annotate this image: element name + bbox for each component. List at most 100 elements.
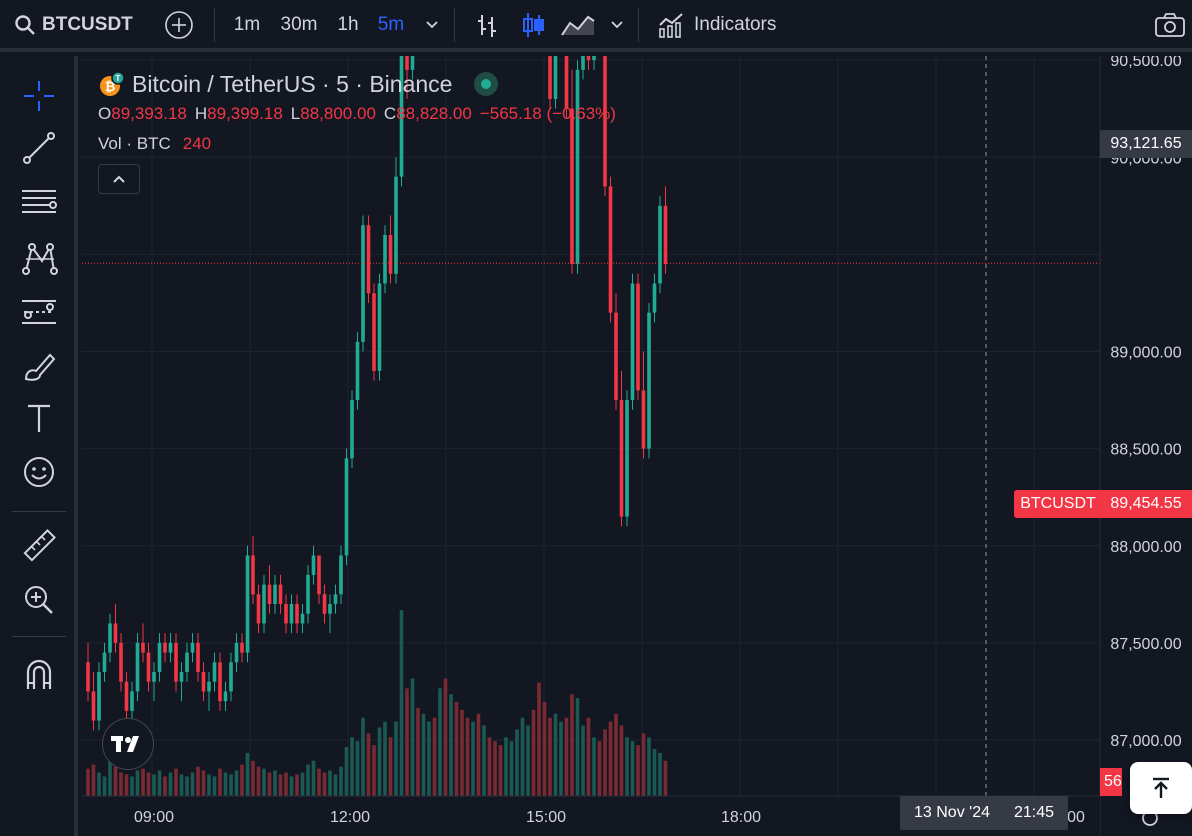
volume-bar — [251, 760, 255, 796]
volume-bar — [240, 764, 244, 796]
candle-body — [141, 642, 145, 653]
area-chart-type-button[interactable] — [558, 0, 598, 50]
camera-icon — [1155, 13, 1185, 37]
emoji-tool[interactable] — [14, 450, 64, 494]
candle-body — [625, 400, 629, 517]
candle-body — [652, 283, 657, 313]
toolbar-divider — [638, 8, 639, 42]
candle-body — [86, 662, 90, 692]
candle-body — [119, 642, 123, 682]
toolbar-divider — [454, 8, 455, 42]
candle-body — [300, 613, 305, 624]
candle-body — [663, 205, 668, 265]
candle-body — [564, 56, 569, 109]
interval-1m[interactable]: 1m — [233, 14, 261, 35]
forecast-icon — [22, 300, 56, 324]
candle-body — [190, 642, 195, 653]
time-tick-label: 09:00 — [134, 809, 174, 826]
candle-body — [339, 555, 343, 595]
candle-body — [614, 312, 618, 401]
price-tick-label: 89,000.00 — [1110, 345, 1181, 362]
volume-bar — [405, 688, 409, 796]
market-status-icon[interactable] — [474, 72, 499, 96]
candles-chart-type-button[interactable] — [516, 0, 550, 50]
volume-bar — [86, 768, 90, 796]
candle-body — [317, 555, 321, 595]
volume-bar — [592, 737, 596, 796]
volume-bar — [317, 768, 321, 796]
volume-bar — [234, 770, 239, 796]
measure-tool[interactable] — [14, 524, 64, 568]
interval-30m[interactable]: 30m — [280, 14, 318, 35]
candlestick-chart[interactable]: 94,000.0093,500.0092,500.0092,000.0091,5… — [82, 56, 1192, 836]
screenshot-button[interactable] — [1152, 0, 1188, 50]
price-tick-label: 90,500.00 — [1110, 56, 1181, 70]
collapse-legend-button[interactable] — [98, 164, 140, 194]
drawing-toolbar — [0, 56, 78, 836]
symbol-price-tag: BTCUSDT — [1014, 490, 1102, 518]
candle-body — [97, 672, 101, 721]
candle-body — [130, 691, 134, 711]
candle-body — [388, 234, 393, 274]
chart-type-dropdown[interactable] — [606, 0, 628, 50]
text-tool[interactable] — [14, 396, 64, 440]
bar-chart-type-button[interactable] — [470, 0, 504, 50]
zoom-tool[interactable] — [14, 578, 64, 622]
magnet-tool[interactable] — [14, 652, 64, 696]
volume-bar — [614, 713, 618, 796]
interval-1h[interactable]: 1h — [337, 14, 359, 35]
candle-body — [251, 555, 255, 595]
candle-body — [207, 681, 211, 692]
volume-bar — [229, 774, 233, 796]
toolbar-divider — [214, 8, 215, 42]
chart-pane[interactable]: 94,000.0093,500.0092,500.0092,000.0091,5… — [82, 56, 1192, 836]
indicators-button[interactable]: Indicators — [656, 0, 796, 50]
crosshair-tool[interactable] — [14, 74, 64, 118]
volume-bar — [141, 768, 145, 796]
candle-body — [212, 662, 217, 682]
brush-tool[interactable] — [14, 344, 64, 388]
volume-bar — [267, 772, 272, 796]
candle-body — [366, 225, 371, 294]
volume-bar — [355, 741, 360, 796]
volume-bar — [476, 713, 481, 796]
candle-body — [185, 652, 189, 673]
zoom-in-icon — [25, 586, 53, 614]
candle-body — [344, 458, 349, 556]
candle-body — [608, 186, 613, 313]
compare-symbol-button[interactable] — [162, 0, 196, 50]
volume-bar — [278, 774, 283, 796]
scroll-to-realtime-button[interactable] — [1130, 762, 1192, 814]
interval-5m[interactable]: 5m — [377, 14, 405, 35]
pattern-tool[interactable] — [14, 236, 64, 280]
candle-body — [91, 691, 96, 721]
candle-body — [108, 623, 112, 653]
trend-line-tool[interactable] — [14, 126, 64, 170]
candle-body — [124, 681, 129, 711]
candle-body — [306, 574, 310, 614]
candle-body — [201, 672, 206, 692]
legend-ohlc-row: O89,393.18 H89,399.18 L88,800.00 C88,828… — [98, 104, 616, 124]
last-price-label: 89,454.55 — [1100, 490, 1192, 518]
arrow-to-top-icon — [1153, 777, 1169, 798]
fib-retracement-tool[interactable] — [14, 180, 64, 224]
symbol-search[interactable]: BTCUSDT — [14, 0, 133, 50]
volume-bar — [636, 745, 640, 796]
volume-bar — [487, 737, 492, 796]
volume-bar — [586, 717, 591, 796]
tradingview-logo[interactable] — [102, 718, 154, 770]
volume-bar — [471, 721, 475, 796]
volume-bar — [322, 772, 327, 796]
volume-bar — [383, 721, 387, 796]
candle-body — [603, 56, 607, 187]
high-label: H — [194, 104, 208, 123]
forecasting-tool[interactable] — [14, 290, 64, 334]
volume-bar — [647, 737, 651, 796]
volume-bar — [300, 772, 305, 796]
candle-body — [223, 691, 228, 702]
legend-volume-row[interactable]: Vol · BTC 240 — [98, 134, 211, 154]
volume-bar — [366, 733, 371, 796]
volume-bar — [493, 741, 497, 796]
area-chart-icon — [561, 15, 595, 36]
interval-dropdown[interactable] — [420, 0, 444, 50]
